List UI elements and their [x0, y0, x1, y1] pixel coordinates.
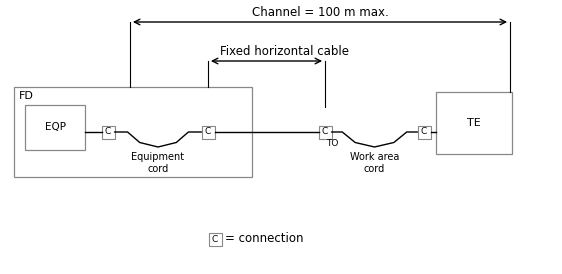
Text: C: C [105, 127, 111, 136]
Bar [436, 92, 512, 154]
Text: EQP: EQP [44, 122, 66, 132]
Bar [319, 125, 332, 138]
Text: C: C [205, 127, 211, 136]
Text: TO: TO [326, 139, 338, 148]
Text: Equipment
cord: Equipment cord [132, 152, 184, 174]
Text: = connection: = connection [225, 233, 303, 246]
Text: Channel = 100 m max.: Channel = 100 m max. [252, 6, 388, 19]
Text: FD: FD [19, 91, 34, 101]
Text: C: C [212, 235, 218, 244]
Text: C: C [322, 127, 328, 136]
Bar [202, 125, 215, 138]
Text: C: C [421, 127, 427, 136]
Bar [418, 125, 430, 138]
Text: Work area
cord: Work area cord [350, 152, 399, 174]
Bar [25, 104, 85, 150]
Bar [102, 125, 115, 138]
Text: Fixed horizontal cable: Fixed horizontal cable [220, 45, 349, 58]
Text: TE: TE [467, 118, 481, 128]
Bar [14, 87, 252, 177]
Bar [209, 233, 221, 246]
